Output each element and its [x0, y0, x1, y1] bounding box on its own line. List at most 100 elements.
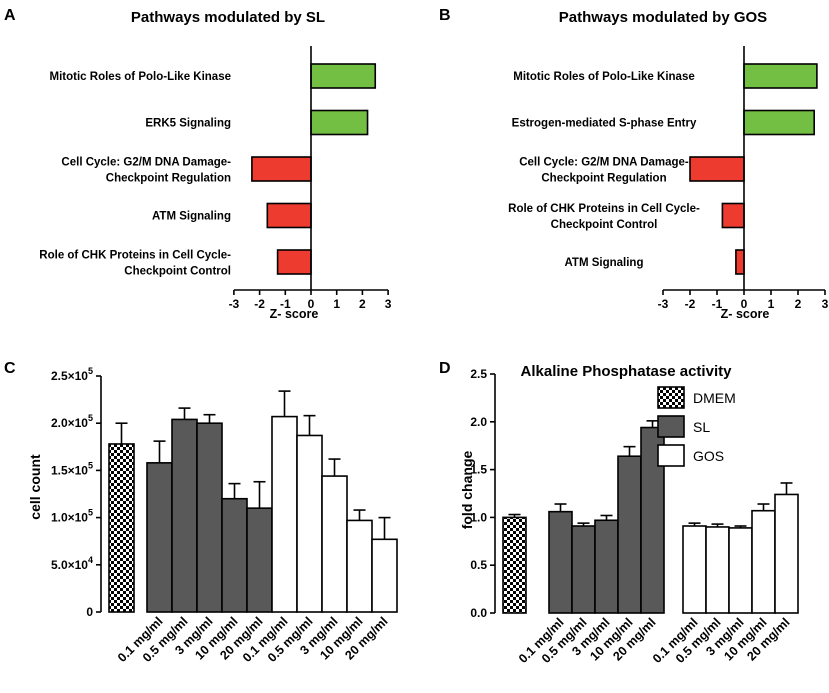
- c-y-tick-mantissa: 1.5×10: [51, 463, 88, 477]
- a-category-label-1: Mitotic Roles of Polo-Like Kinase: [50, 71, 231, 83]
- b-category-line: Mitotic Roles of Polo-Like Kinase: [513, 71, 694, 83]
- c-bar-sl-4: [221, 497, 248, 613]
- d-bar-gos-3: [728, 527, 753, 614]
- c-y-tick-mantissa: 1.0×10: [51, 511, 88, 525]
- d-bar-sl-1: [548, 510, 573, 614]
- d-y-tick-label: 2.0: [470, 415, 487, 429]
- d-bar-dmem-1: [502, 516, 527, 614]
- a-x-tick-label: 0: [308, 297, 315, 311]
- legend-label-sl: SL: [693, 419, 710, 435]
- d-bar-gos-2: [705, 526, 730, 614]
- c-bar-sl-5: [246, 507, 273, 613]
- b-bar-5: [735, 249, 745, 275]
- b-x-tick-label: 2: [795, 297, 802, 311]
- a-category-line: Mitotic Roles of Polo-Like Kinase: [50, 71, 231, 83]
- c-y-tick-mantissa: 5.0×10: [51, 558, 88, 572]
- b-x-tick-label: -1: [712, 297, 723, 311]
- b-category-line: Estrogen-mediated S-phase Entry: [512, 118, 697, 130]
- b-bar-1: [743, 63, 818, 89]
- a-x-tick-label: 1: [333, 297, 340, 311]
- panel-c-chart: cell count 05.0×1041.0×1051.5×1052.0×105…: [27, 366, 398, 665]
- panel-c-y-label: cell count: [27, 454, 43, 520]
- c-y-tick-label: 0: [86, 605, 93, 619]
- legend: DMEM SL GOS: [657, 386, 736, 467]
- b-category-line: Cell Cycle: G2/M DNA Damage-: [519, 157, 689, 169]
- c-y-tick-exponent: 5: [88, 413, 93, 423]
- legend-swatch-sl: [657, 415, 685, 438]
- b-bar-2: [743, 109, 815, 136]
- panel-a-x-label: Z- score: [270, 307, 319, 321]
- panel-a-chart: Pathways modulated by SL Z- score Mitoti…: [39, 9, 391, 321]
- c-y-tick-exponent: 5: [88, 508, 93, 518]
- c-y-tick-label: 1.0×105: [51, 508, 93, 525]
- c-bar-gos-3: [321, 475, 348, 613]
- d-bar-sl-3: [594, 519, 619, 614]
- c-y-tick-exponent: 4: [88, 555, 93, 565]
- b-category-line: Checkpoint Regulation: [541, 173, 666, 185]
- b-bar-4: [721, 202, 745, 229]
- a-bar-5: [276, 249, 312, 275]
- b-x-tick-label: -2: [685, 297, 696, 311]
- c-y-tick-label: 2.0×105: [51, 413, 93, 430]
- d-bar-sl-4: [617, 455, 642, 614]
- b-x-tick-label: -3: [658, 297, 669, 311]
- a-category-line: Role of CHK Proteins in Cell Cycle-: [39, 250, 231, 262]
- a-category-label-4: ATM Signaling: [152, 211, 231, 223]
- c-bar-gos-1: [271, 415, 298, 613]
- c-y-tick-label: 5.0×104: [51, 555, 93, 572]
- b-category-line: Checkpoint Control: [551, 219, 658, 231]
- b-x-tick-label: 0: [741, 297, 748, 311]
- b-category-line: Role of CHK Proteins in Cell Cycle-: [508, 203, 700, 215]
- panel-letter-d: D: [439, 360, 451, 377]
- b-x-tick-label: 1: [768, 297, 775, 311]
- d-y-tick-label: 0.0: [470, 606, 487, 620]
- a-bar-4: [266, 202, 312, 229]
- d-y-tick-label: 0.5: [470, 558, 487, 572]
- b-x-tick-label: 3: [822, 297, 829, 311]
- d-bar-sl-5: [640, 426, 665, 614]
- a-category-label-3: Cell Cycle: G2/M DNA Damage- Checkpoint R…: [61, 157, 231, 185]
- d-y-tick-mantissa: 2.0: [470, 415, 487, 429]
- c-y-tick-label: 1.5×105: [51, 460, 93, 477]
- a-category-line: ATM Signaling: [152, 211, 231, 223]
- d-y-tick-label: 2.5: [470, 367, 487, 381]
- panel-letter-b: B: [439, 7, 451, 24]
- b-category-label-4: Role of CHK Proteins in Cell Cycle- Check…: [508, 203, 700, 231]
- legend-swatch-dmem: [657, 386, 685, 409]
- c-y-tick-label: 2.5×105: [51, 366, 93, 383]
- b-category-label-2: Estrogen-mediated S-phase Entry: [512, 118, 697, 130]
- b-category-line: ATM Signaling: [564, 257, 643, 269]
- panel-letter-c: C: [4, 360, 16, 377]
- b-category-label-3: Cell Cycle: G2/M DNA Damage- Checkpoint R…: [519, 157, 689, 185]
- d-y-tick-mantissa: 0.0: [470, 606, 487, 620]
- a-bar-3: [251, 156, 312, 182]
- c-y-tick-mantissa: 2.5×10: [51, 369, 88, 383]
- a-x-tick-label: 2: [359, 297, 366, 311]
- c-bar-sl-1: [146, 462, 173, 613]
- a-bar-1: [310, 63, 377, 89]
- c-bar-gos-5: [371, 538, 398, 613]
- a-category-label-5: Role of CHK Proteins in Cell Cycle- Check…: [39, 250, 231, 278]
- b-category-label-1: Mitotic Roles of Polo-Like Kinase: [513, 71, 694, 83]
- panel-b-title: Pathways modulated by GOS: [559, 9, 767, 26]
- legend-label-gos: GOS: [693, 448, 724, 464]
- a-category-line: ERK5 Signaling: [145, 118, 231, 130]
- d-y-tick-mantissa: 2.5: [470, 367, 487, 381]
- d-bar-gos-1: [682, 525, 707, 614]
- legend-label-dmem: DMEM: [693, 390, 736, 406]
- panel-d-y-label: fold change: [459, 451, 475, 530]
- a-category-line: Checkpoint Control: [124, 266, 231, 278]
- a-x-tick-label: -1: [280, 297, 291, 311]
- d-y-tick-mantissa: 1.0: [470, 510, 487, 524]
- c-bar-gos-2: [296, 434, 323, 613]
- a-x-tick-label: 3: [385, 297, 392, 311]
- c-bar-dmem-1: [108, 443, 135, 613]
- d-bar-sl-2: [571, 525, 596, 614]
- b-bar-3: [689, 156, 745, 182]
- b-category-label-5: ATM Signaling: [564, 257, 643, 269]
- panel-d-title: Alkaline Phosphatase activity: [521, 363, 733, 380]
- c-y-tick-mantissa: 0: [86, 605, 93, 619]
- a-x-tick-label: -2: [254, 297, 265, 311]
- d-y-tick-mantissa: 0.5: [470, 558, 487, 572]
